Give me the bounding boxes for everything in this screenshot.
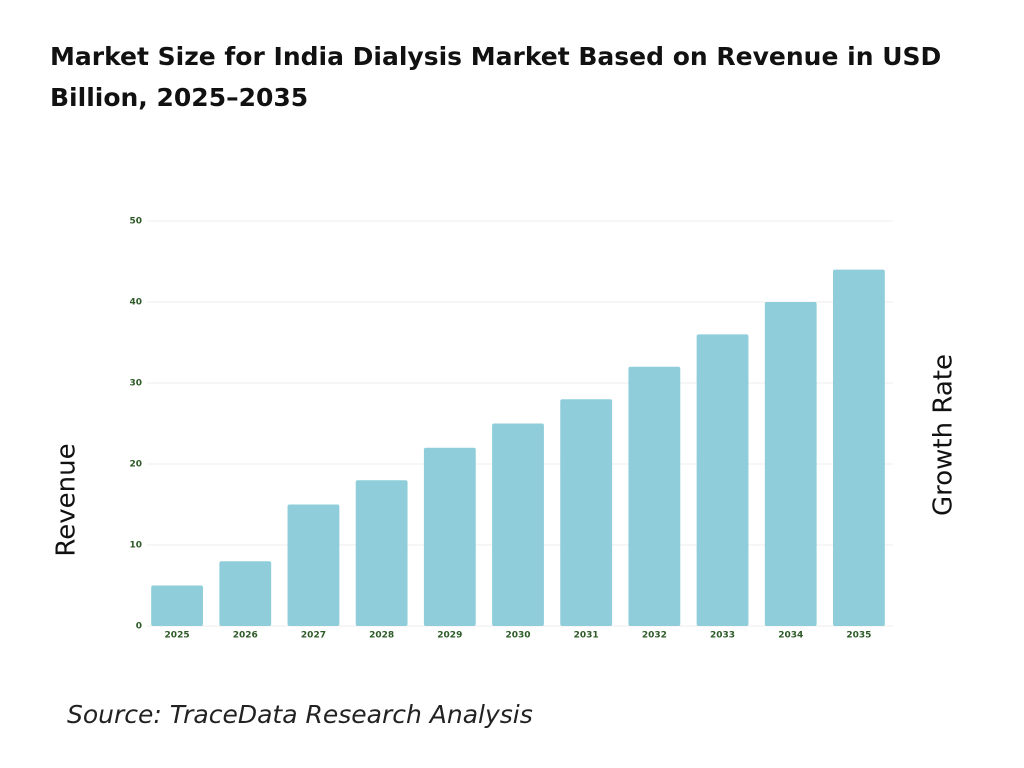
y-tick-label: 40 <box>129 298 142 308</box>
x-tick-label: 2028 <box>369 631 394 641</box>
chart-title: Market Size for India Dialysis Market Ba… <box>50 42 942 112</box>
bar <box>833 269 885 626</box>
bar <box>355 480 408 626</box>
x-tick-label: 2025 <box>165 631 190 641</box>
y-tick-label: 10 <box>129 541 142 551</box>
y-tick-label: 50 <box>129 217 142 227</box>
bar <box>696 334 749 626</box>
y2-axis-label: Growth Rate <box>929 354 959 516</box>
bar <box>151 585 203 626</box>
y-axis-label: Revenue <box>52 443 82 556</box>
x-tick-label: 2029 <box>437 631 462 641</box>
source-note: Source: TraceData Research Analysis <box>67 700 533 729</box>
x-tick-label: 2026 <box>233 631 258 641</box>
x-tick-label: 2030 <box>505 631 530 641</box>
x-tick-label: 2033 <box>710 631 735 641</box>
x-tick-label: 2031 <box>574 631 599 641</box>
bar <box>287 504 340 626</box>
y-tick-label: 0 <box>136 622 142 632</box>
x-tick-label: 2035 <box>846 631 871 641</box>
bar <box>219 561 272 626</box>
x-tick-label: 2027 <box>301 631 326 641</box>
y-tick-label: 20 <box>129 460 142 470</box>
x-tick-label: 2032 <box>642 631 667 641</box>
bar <box>764 302 817 626</box>
bar <box>628 366 681 626</box>
bar <box>560 399 613 626</box>
bar <box>423 447 476 626</box>
y-tick-label: 30 <box>129 379 142 389</box>
bar <box>492 423 544 626</box>
x-tick-label: 2034 <box>778 631 803 641</box>
